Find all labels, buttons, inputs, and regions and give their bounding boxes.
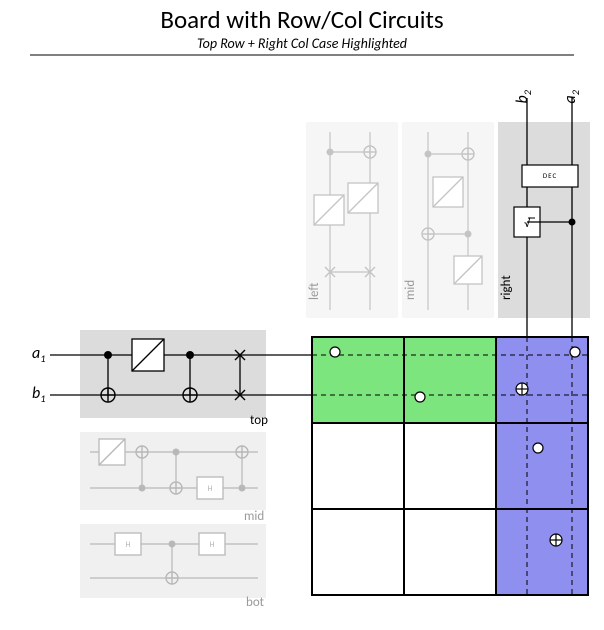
right-col-label: right xyxy=(499,275,514,300)
xor-marker-1 xyxy=(550,534,562,546)
svg-text:H: H xyxy=(126,540,131,550)
board-cell-r2-c0 xyxy=(312,509,404,595)
row-circuit-faded-bg-1 xyxy=(80,524,266,598)
svg-text:DEC: DEC xyxy=(543,171,557,180)
open-marker-0 xyxy=(330,347,340,357)
row-circuit-faded-label-1: bot xyxy=(246,595,265,610)
label-b2: b2 xyxy=(513,89,534,103)
xor-marker-0 xyxy=(516,383,528,395)
open-marker-3 xyxy=(533,443,543,453)
col-circuit-faded-label-1: left xyxy=(307,283,322,300)
board-cell-r1-c2 xyxy=(496,423,588,509)
col-circuit-faded-label-0: mid xyxy=(403,280,418,300)
top-row-label: top xyxy=(250,413,268,428)
open-marker-2 xyxy=(570,347,580,357)
board-cell-r0-c1 xyxy=(404,337,496,423)
svg-text:a2: a2 xyxy=(561,89,582,103)
label-b1: b1 xyxy=(32,384,46,405)
label-a1: a1 xyxy=(32,344,46,365)
svg-text:H: H xyxy=(210,540,215,550)
board-cell-r1-c0 xyxy=(312,423,404,509)
svg-text:√: √ xyxy=(524,217,531,231)
board-cell-r2-c1 xyxy=(404,509,496,595)
svg-text:b2: b2 xyxy=(513,89,534,103)
board-cell-r0-c0 xyxy=(312,337,404,423)
row-circuit-faded-label-0: mid xyxy=(244,509,264,524)
board-cell-r1-c1 xyxy=(404,423,496,509)
svg-text:H: H xyxy=(208,484,213,494)
open-marker-1 xyxy=(415,392,425,402)
label-a2: a2 xyxy=(561,89,582,103)
diagram-title: Board with Row/Col Circuits xyxy=(160,4,443,35)
diagram-subtitle: Top Row + Right Col Case Highlighted xyxy=(197,35,407,52)
board-cell-r2-c2 xyxy=(496,509,588,595)
